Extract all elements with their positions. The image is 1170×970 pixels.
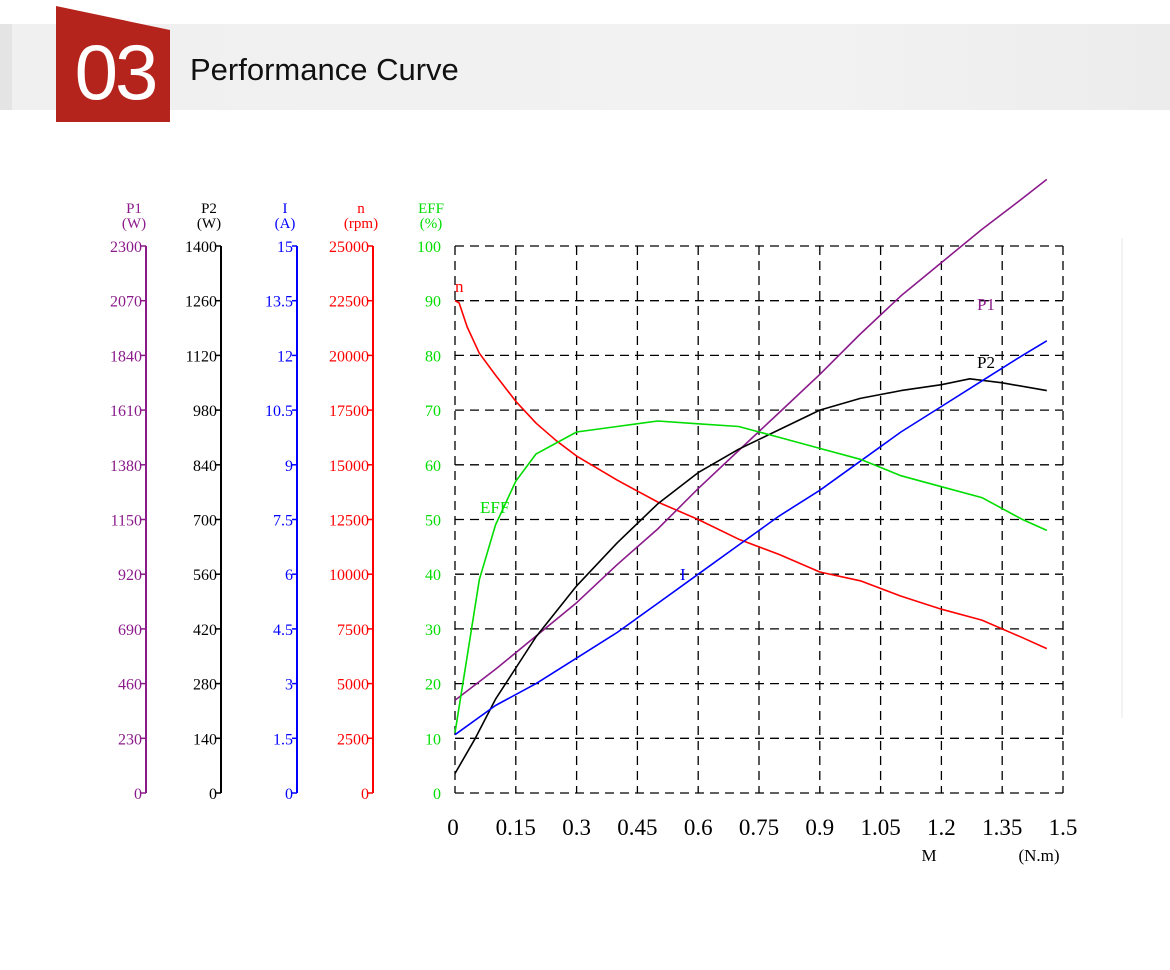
x-tick-label: 1.5 — [1049, 815, 1078, 840]
x-tick-label: 1.05 — [860, 815, 900, 840]
y-axis-i-tick-label: 1.5 — [273, 731, 293, 748]
y-axis-p2-tick-label: 980 — [193, 403, 217, 420]
y-axis-n-unit: (rpm) — [344, 216, 378, 232]
y-axis-p1-tick-label: 1610 — [110, 403, 142, 420]
x-axis: 0 0.15 0.3 0.45 0.6 0.75 0.9 1.05 1.2 1.35 1.5 M (N.… — [447, 815, 1077, 865]
series-i-line — [454, 340, 1048, 736]
x-tick-label: 0 — [447, 815, 459, 840]
header-band — [0, 24, 1170, 110]
y-axis-eff-tick-label: 30 — [425, 622, 441, 639]
series-n-line — [454, 299, 1048, 650]
y-axis-n-tick-label: 10000 — [329, 567, 369, 584]
y-axis-eff-unit: (%) — [420, 216, 443, 232]
y-axis-i-tick-label: 9 — [285, 458, 293, 475]
y-axis-p1-tick-label: 920 — [118, 567, 142, 584]
y-axis-i-tick-label: 6 — [285, 567, 293, 584]
y-axis-p1-tick-label: 2070 — [110, 294, 142, 311]
y-axis-p1-tick-label: 1380 — [110, 458, 142, 475]
y-axis-p2-tick-label: 840 — [193, 458, 217, 475]
y-axis-i-tick-label: 7.5 — [273, 513, 293, 530]
y-axis-i-tick-label: 0 — [285, 786, 293, 803]
y-axis-i-tick-label: 12 — [277, 348, 293, 365]
y-axis-n-tick-label: 17500 — [329, 403, 369, 420]
section-title: Performance Curve — [190, 52, 459, 87]
y-axis-i-unit: (A) — [275, 216, 296, 232]
y-axis-n-tick-label: 25000 — [329, 239, 369, 256]
x-tick-label: 1.35 — [982, 815, 1022, 840]
y-axis-p1-tick-label: 2300 — [110, 239, 142, 256]
x-axis-unit: (N.m) — [1018, 846, 1059, 865]
y-axis-p1-tick-label: 1840 — [110, 348, 142, 365]
series-p2-label: P2 — [977, 353, 995, 372]
y-axis-eff-name: EFF — [418, 201, 444, 217]
y-axis-n-tick-label: 15000 — [329, 458, 369, 475]
x-tick-label: 0.9 — [805, 815, 834, 840]
y-axis-p2-tick-label: 560 — [193, 567, 217, 584]
y-axis-eff-tick-label: 40 — [425, 567, 441, 584]
grid — [454, 245, 1064, 794]
y-axis-p1-tick-label: 690 — [118, 622, 142, 639]
y-axis-eff-tick-label: 0 — [433, 786, 441, 803]
series: n P1 P2 I EFF — [454, 178, 1048, 774]
y-axis-p2-tick-label: 0 — [209, 786, 217, 803]
y-axis-i-tick-label: 13.5 — [265, 294, 293, 311]
y-axis-p1-unit: (W) — [122, 216, 146, 232]
y-axis-n-tick-label: 2500 — [337, 731, 369, 748]
y-axis-p1-tick-label: 460 — [118, 677, 142, 694]
y-axis-p1-tick-label: 1150 — [111, 513, 142, 530]
y-axis-n-name: n — [357, 201, 365, 217]
y-axis-n-tick-label: 12500 — [329, 513, 369, 530]
y-axis-p2-tick-label: 140 — [193, 731, 217, 748]
y-axis-eff-tick-label: 10 — [425, 731, 441, 748]
series-p1-label: P1 — [977, 295, 995, 314]
y-axis-p2-tick-label: 1260 — [185, 294, 217, 311]
x-tick-label: 0.3 — [562, 815, 591, 840]
series-p2-line — [454, 377, 1047, 774]
series-eff-label: EFF — [480, 498, 509, 517]
y-axes: P1(W)02304606909201150138016101840207023… — [110, 201, 444, 803]
y-axis-n-tick-label: 20000 — [329, 348, 369, 365]
y-axis-n-tick-label: 7500 — [337, 622, 369, 639]
x-tick-label: 0.6 — [684, 815, 713, 840]
y-axis-n-tick-label: 22500 — [329, 294, 369, 311]
y-axis-p2-name: P2 — [201, 201, 217, 217]
y-axis-p2-tick-label: 1400 — [185, 239, 217, 256]
y-axis-p2-tick-label: 700 — [193, 513, 217, 530]
y-axis-eff-tick-label: 80 — [425, 348, 441, 365]
y-axis-p1-tick-label: 0 — [134, 786, 142, 803]
series-n-label: n — [455, 277, 464, 296]
y-axis-p2-tick-label: 1120 — [186, 348, 217, 365]
divider-line — [1121, 238, 1123, 718]
y-axis-n-tick-label: 5000 — [337, 677, 369, 694]
y-axis-p2-tick-label: 280 — [193, 677, 217, 694]
y-axis-eff-tick-label: 20 — [425, 677, 441, 694]
series-eff-line — [454, 420, 1048, 733]
y-axis-eff-tick-label: 100 — [417, 239, 441, 256]
y-axis-n-tick-label: 0 — [361, 786, 369, 803]
y-axis-p2-tick-label: 420 — [193, 622, 217, 639]
y-axis-p1-tick-label: 230 — [118, 731, 142, 748]
x-tick-label: 0.15 — [496, 815, 536, 840]
x-tick-label: 0.45 — [617, 815, 657, 840]
y-axis-eff-tick-label: 90 — [425, 294, 441, 311]
left-stub — [0, 24, 12, 110]
series-i-label: I — [680, 565, 686, 584]
y-axis-p1-name: P1 — [126, 201, 142, 217]
y-axis-eff-tick-label: 50 — [425, 513, 441, 530]
y-axis-i-tick-label: 15 — [277, 239, 293, 256]
y-axis-i-tick-label: 4.5 — [273, 622, 293, 639]
section-number: 03 — [74, 28, 159, 116]
x-tick-label: 1.2 — [927, 815, 956, 840]
y-axis-i-tick-label: 3 — [285, 677, 293, 694]
series-p1-line — [454, 178, 1048, 701]
x-axis-label: M — [921, 846, 936, 865]
y-axis-i-name: I — [283, 201, 288, 217]
y-axis-i-tick-label: 10.5 — [265, 403, 293, 420]
y-axis-eff-tick-label: 60 — [425, 458, 441, 475]
x-tick-label: 0.75 — [739, 815, 779, 840]
y-axis-p2-unit: (W) — [197, 216, 221, 232]
y-axis-eff-tick-label: 70 — [425, 403, 441, 420]
